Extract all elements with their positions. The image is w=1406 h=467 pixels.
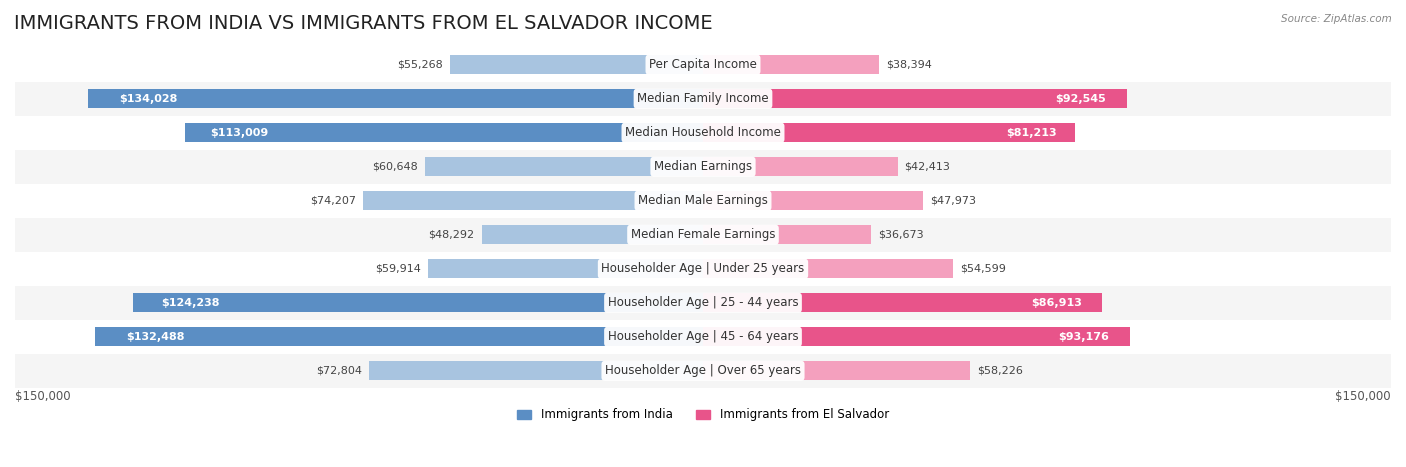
Bar	[481, 226, 703, 244]
Text: $54,599: $54,599	[960, 264, 1007, 274]
Legend: Immigrants from India, Immigrants from El Salvador: Immigrants from India, Immigrants from E…	[512, 403, 894, 426]
Bar	[429, 259, 703, 278]
Text: Householder Age | 45 - 64 years: Householder Age | 45 - 64 years	[607, 330, 799, 343]
Text: Median Earnings: Median Earnings	[654, 160, 752, 173]
Text: $93,176: $93,176	[1059, 332, 1109, 342]
Text: $48,292: $48,292	[429, 230, 475, 240]
Bar	[703, 226, 872, 244]
Text: $92,545: $92,545	[1056, 94, 1107, 104]
Bar	[96, 327, 703, 346]
Text: Householder Age | 25 - 44 years: Householder Age | 25 - 44 years	[607, 296, 799, 309]
Bar	[703, 327, 1130, 346]
Bar	[703, 191, 922, 210]
Text: $134,028: $134,028	[120, 94, 177, 104]
Bar	[15, 218, 1391, 252]
Text: $42,413: $42,413	[904, 162, 950, 172]
Text: Householder Age | Under 25 years: Householder Age | Under 25 years	[602, 262, 804, 275]
Text: $59,914: $59,914	[375, 264, 422, 274]
Text: Per Capita Income: Per Capita Income	[650, 58, 756, 71]
Text: Median Male Earnings: Median Male Earnings	[638, 194, 768, 207]
Bar	[184, 123, 703, 142]
Bar	[15, 252, 1391, 286]
Text: Source: ZipAtlas.com: Source: ZipAtlas.com	[1281, 14, 1392, 24]
Text: Median Household Income: Median Household Income	[626, 126, 780, 139]
Bar	[703, 157, 897, 176]
Bar	[425, 157, 703, 176]
Text: $58,226: $58,226	[977, 366, 1022, 376]
Bar	[363, 191, 703, 210]
Bar	[89, 89, 703, 108]
Bar	[15, 184, 1391, 218]
Text: $150,000: $150,000	[1336, 389, 1391, 403]
Text: $36,673: $36,673	[879, 230, 924, 240]
Text: $132,488: $132,488	[125, 332, 184, 342]
Text: Median Family Income: Median Family Income	[637, 92, 769, 105]
Text: $74,207: $74,207	[309, 196, 356, 206]
Bar	[15, 150, 1391, 184]
Text: $38,394: $38,394	[886, 60, 932, 70]
Bar	[15, 286, 1391, 320]
Bar	[368, 361, 703, 380]
Text: $81,213: $81,213	[1007, 127, 1057, 138]
Text: Median Female Earnings: Median Female Earnings	[631, 228, 775, 241]
Bar	[15, 82, 1391, 116]
Text: $86,913: $86,913	[1031, 298, 1081, 308]
Bar	[703, 123, 1076, 142]
Bar	[134, 293, 703, 312]
Bar	[703, 259, 953, 278]
Text: $55,268: $55,268	[396, 60, 443, 70]
Bar	[15, 48, 1391, 82]
Text: $113,009: $113,009	[211, 127, 269, 138]
Text: $150,000: $150,000	[15, 389, 70, 403]
Text: IMMIGRANTS FROM INDIA VS IMMIGRANTS FROM EL SALVADOR INCOME: IMMIGRANTS FROM INDIA VS IMMIGRANTS FROM…	[14, 14, 713, 33]
Bar	[15, 320, 1391, 354]
Bar	[703, 89, 1128, 108]
Text: Householder Age | Over 65 years: Householder Age | Over 65 years	[605, 364, 801, 377]
Text: $60,648: $60,648	[373, 162, 418, 172]
Bar	[15, 116, 1391, 150]
Text: $72,804: $72,804	[316, 366, 363, 376]
Bar	[703, 361, 970, 380]
Text: $124,238: $124,238	[162, 298, 221, 308]
Bar	[703, 56, 879, 74]
Text: $47,973: $47,973	[929, 196, 976, 206]
Bar	[15, 354, 1391, 388]
Bar	[450, 56, 703, 74]
Bar	[703, 293, 1102, 312]
